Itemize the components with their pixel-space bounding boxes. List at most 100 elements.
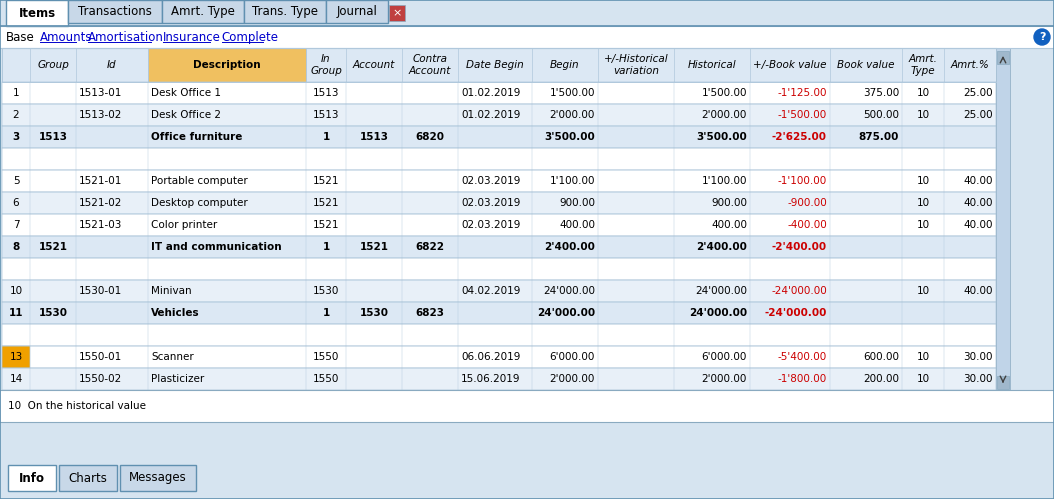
Text: 24'000.00: 24'000.00 bbox=[543, 286, 596, 296]
Bar bbox=[2, 82, 996, 104]
Text: -24'000.00: -24'000.00 bbox=[772, 286, 827, 296]
Text: Account: Account bbox=[409, 66, 451, 76]
Bar bbox=[997, 376, 1009, 389]
Text: 1521: 1521 bbox=[313, 176, 339, 186]
Bar bbox=[2, 170, 996, 192]
Text: 3'500.00: 3'500.00 bbox=[544, 132, 596, 142]
Text: Amounts: Amounts bbox=[40, 30, 93, 43]
Text: 1530: 1530 bbox=[313, 286, 339, 296]
Text: 06.06.2019: 06.06.2019 bbox=[461, 352, 521, 362]
Text: Charts: Charts bbox=[69, 472, 108, 485]
Text: In: In bbox=[321, 54, 331, 64]
Text: Office furniture: Office furniture bbox=[151, 132, 242, 142]
Text: Base: Base bbox=[6, 30, 35, 43]
Text: 40.00: 40.00 bbox=[963, 198, 993, 208]
Text: Plasticizer: Plasticizer bbox=[151, 374, 204, 384]
Text: Desk Office 2: Desk Office 2 bbox=[151, 110, 221, 120]
Text: Items: Items bbox=[18, 6, 56, 19]
Bar bbox=[0, 0, 1054, 26]
Text: 24'000.00: 24'000.00 bbox=[536, 308, 596, 318]
Text: -2'625.00: -2'625.00 bbox=[772, 132, 827, 142]
Text: 1'500.00: 1'500.00 bbox=[549, 88, 596, 98]
Text: 1'100.00: 1'100.00 bbox=[549, 176, 596, 186]
Text: 1513-02: 1513-02 bbox=[79, 110, 122, 120]
Text: 2'400.00: 2'400.00 bbox=[544, 242, 596, 252]
Text: 3'500.00: 3'500.00 bbox=[697, 132, 747, 142]
Bar bbox=[2, 368, 996, 390]
Text: 1521-01: 1521-01 bbox=[79, 176, 122, 186]
Text: -2'400.00: -2'400.00 bbox=[772, 242, 827, 252]
Text: Complete: Complete bbox=[221, 30, 278, 43]
Text: 6: 6 bbox=[13, 198, 19, 208]
Text: 10: 10 bbox=[916, 110, 930, 120]
Text: 900.00: 900.00 bbox=[711, 198, 747, 208]
Text: 1521-03: 1521-03 bbox=[79, 220, 122, 230]
Bar bbox=[2, 236, 996, 258]
Text: Group: Group bbox=[37, 60, 69, 70]
Text: -400.00: -400.00 bbox=[787, 220, 827, 230]
Text: Journal: Journal bbox=[336, 5, 377, 18]
Text: Desk Office 1: Desk Office 1 bbox=[151, 88, 221, 98]
Text: 1521: 1521 bbox=[313, 220, 339, 230]
Text: 24'000.00: 24'000.00 bbox=[689, 308, 747, 318]
Text: 30.00: 30.00 bbox=[963, 374, 993, 384]
Text: -24'000.00: -24'000.00 bbox=[764, 308, 827, 318]
Text: Account: Account bbox=[353, 60, 395, 70]
Text: Book value: Book value bbox=[837, 60, 895, 70]
Text: -1'125.00: -1'125.00 bbox=[778, 88, 827, 98]
Bar bbox=[2, 126, 996, 148]
Text: 500.00: 500.00 bbox=[863, 110, 899, 120]
Bar bbox=[996, 48, 1010, 390]
Text: 5: 5 bbox=[13, 176, 19, 186]
Text: Historical: Historical bbox=[687, 60, 737, 70]
Text: 15.06.2019: 15.06.2019 bbox=[461, 374, 521, 384]
Text: 400.00: 400.00 bbox=[559, 220, 596, 230]
Text: 1521: 1521 bbox=[39, 242, 67, 252]
Text: Vehicles: Vehicles bbox=[151, 308, 199, 318]
Text: 1513: 1513 bbox=[313, 110, 339, 120]
Bar bbox=[6, 0, 69, 26]
Text: 1530: 1530 bbox=[359, 308, 389, 318]
Bar bbox=[162, 0, 243, 23]
Text: Contra: Contra bbox=[412, 54, 448, 64]
Text: 11: 11 bbox=[8, 308, 23, 318]
Text: 2'000.00: 2'000.00 bbox=[549, 374, 596, 384]
Bar bbox=[2, 302, 996, 324]
Bar bbox=[2, 104, 996, 126]
Bar bbox=[59, 465, 117, 491]
Text: 1513: 1513 bbox=[39, 132, 67, 142]
Text: Id: Id bbox=[108, 60, 117, 70]
Text: 1'100.00: 1'100.00 bbox=[702, 176, 747, 186]
Text: -5'400.00: -5'400.00 bbox=[778, 352, 827, 362]
Text: 10: 10 bbox=[9, 286, 22, 296]
Text: 6'000.00: 6'000.00 bbox=[549, 352, 596, 362]
Text: 6820: 6820 bbox=[415, 132, 445, 142]
Text: IT and communication: IT and communication bbox=[151, 242, 281, 252]
Text: Date Begin: Date Begin bbox=[466, 60, 524, 70]
Bar bbox=[0, 422, 1054, 499]
Text: Info: Info bbox=[19, 472, 45, 485]
Bar bbox=[2, 280, 996, 302]
Text: 2'000.00: 2'000.00 bbox=[549, 110, 596, 120]
Text: 10: 10 bbox=[916, 352, 930, 362]
Text: 2'000.00: 2'000.00 bbox=[702, 374, 747, 384]
Bar bbox=[148, 48, 306, 82]
Text: -900.00: -900.00 bbox=[787, 198, 827, 208]
Text: -1'500.00: -1'500.00 bbox=[778, 110, 827, 120]
Text: 10: 10 bbox=[916, 374, 930, 384]
Bar bbox=[326, 0, 388, 23]
Text: Description: Description bbox=[193, 60, 260, 70]
Text: -1'100.00: -1'100.00 bbox=[778, 176, 827, 186]
Text: 25.00: 25.00 bbox=[963, 110, 993, 120]
Text: 25.00: 25.00 bbox=[963, 88, 993, 98]
Circle shape bbox=[1034, 29, 1050, 45]
Text: 02.03.2019: 02.03.2019 bbox=[461, 198, 521, 208]
Text: Amrt.: Amrt. bbox=[909, 54, 937, 64]
Text: 10: 10 bbox=[916, 286, 930, 296]
Text: -1'800.00: -1'800.00 bbox=[778, 374, 827, 384]
Text: Insurance: Insurance bbox=[162, 30, 220, 43]
Text: 3: 3 bbox=[13, 132, 20, 142]
Text: 900.00: 900.00 bbox=[559, 198, 596, 208]
Text: 1530-01: 1530-01 bbox=[79, 286, 122, 296]
Text: +/-Book value: +/-Book value bbox=[754, 60, 826, 70]
